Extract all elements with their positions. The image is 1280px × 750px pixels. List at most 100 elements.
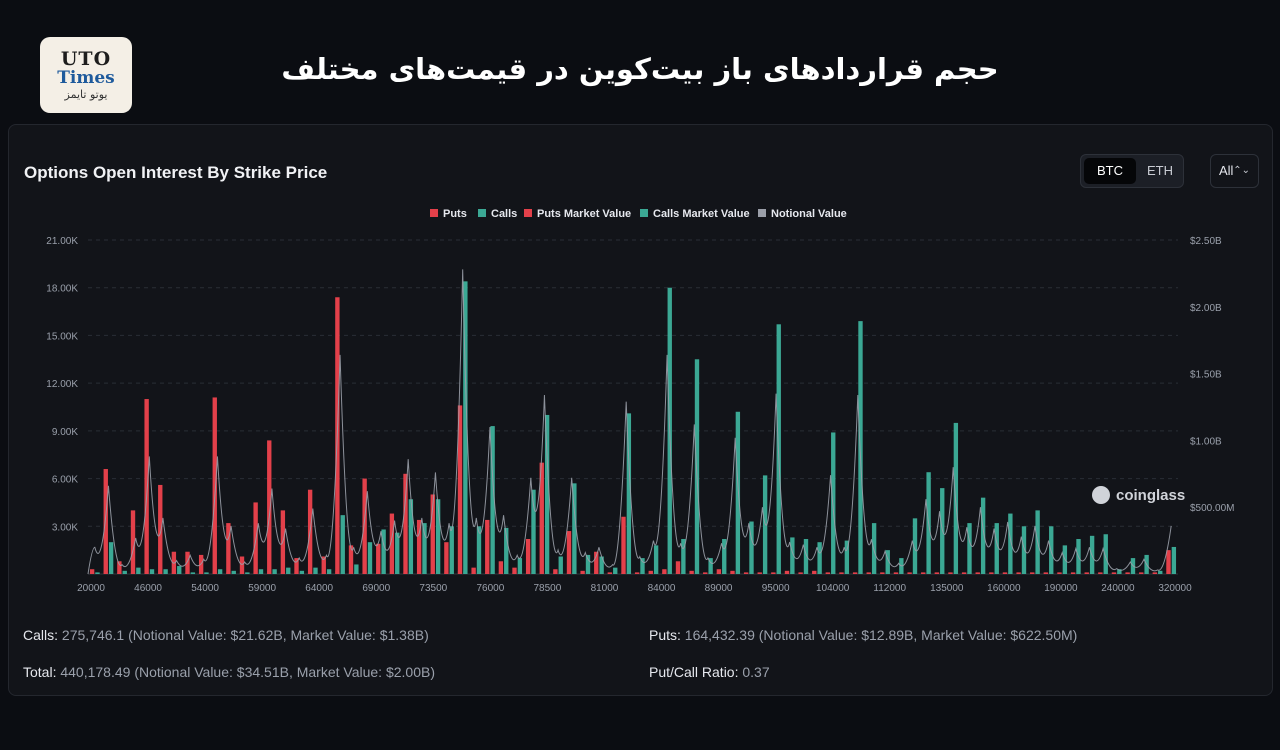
calls-market-value-bar [681, 572, 684, 574]
puts-market-value-bar [267, 570, 270, 574]
calls-bar [681, 539, 686, 574]
notional-value-line [87, 269, 1172, 575]
calls-bar [885, 550, 890, 574]
top-bar: UTO Times یوتو تایمز حجم قراردادهای باز … [0, 0, 1280, 118]
puts-bar [362, 478, 367, 574]
puts-bar [539, 462, 544, 574]
puts-market-value-bar [662, 572, 665, 574]
puts-bar [348, 545, 354, 574]
calls-bar [980, 497, 986, 574]
legend-swatch [640, 209, 648, 217]
calls-bar [422, 523, 427, 574]
puts-market-value-bar [961, 572, 965, 574]
calls-market-value-bar [653, 572, 657, 574]
puts-market-value-bar [376, 572, 379, 574]
puts-market-value-bar [1084, 572, 1088, 574]
puts-bar [403, 473, 408, 574]
legend-label: Notional Value [771, 208, 847, 220]
calls-bar [1171, 546, 1177, 574]
calls-bar [408, 499, 414, 574]
puts-market-value-bar [280, 572, 284, 574]
x-tick-label: 59000 [248, 583, 276, 594]
calls-market-value-bar [299, 572, 303, 574]
puts-bar [158, 484, 163, 574]
calls-market-value-bar [217, 572, 221, 574]
calls-market-value-bar [163, 572, 167, 574]
x-tick-label: 78500 [534, 583, 562, 594]
puts-market-value-bar [103, 570, 107, 574]
tab-eth[interactable]: ETH [1147, 163, 1173, 178]
puts-market-value-bar [1111, 572, 1115, 574]
puts-market-value-bar [675, 572, 679, 574]
expiry-select[interactable]: All ⌃⌄ [1210, 154, 1259, 188]
calls-market-value-bar [504, 572, 507, 574]
y-left-tick-label: 15.00K [46, 331, 78, 342]
calls-market-value-bar [1144, 572, 1148, 574]
calls-market-value-bar [694, 572, 698, 574]
tab-btc[interactable]: BTC [1084, 158, 1136, 184]
calls-market-value-bar [953, 572, 957, 574]
legend-label: Calls Market Value [653, 208, 750, 220]
puts-bar [471, 567, 476, 574]
puts-bar [389, 513, 395, 574]
calls-market-value-bar [463, 570, 466, 574]
puts-market-value-bar [934, 572, 938, 574]
puts-market-value-bar [335, 570, 338, 574]
calls-market-value-bar [640, 572, 643, 574]
calls-market-value-bar [136, 572, 139, 574]
puts-bar [485, 519, 490, 574]
calls-market-value-bar [1035, 572, 1039, 574]
chevron-updown-icon: ⌃⌄ [1233, 165, 1250, 176]
x-tick-label: 69000 [362, 583, 390, 594]
y-left-tick-label: 3.00K [52, 522, 78, 533]
calls-market-value-bar [1076, 572, 1079, 574]
calls-market-value-bar [245, 572, 248, 574]
puts-bar [376, 543, 381, 574]
calls-market-value-bar [531, 572, 534, 574]
calls-market-value-bar [122, 572, 126, 574]
calls-market-value-bar [313, 572, 316, 574]
calls-market-value-bar [599, 572, 603, 574]
calls-market-value-bar [1089, 572, 1093, 574]
calls-bar [967, 523, 972, 574]
calls-bar [831, 432, 836, 574]
calls-market-value-bar [722, 572, 725, 574]
calls-market-value-bar [831, 572, 834, 574]
puts-market-value-bar [321, 572, 325, 574]
calls-bar [435, 499, 441, 574]
calls-bar [149, 569, 155, 574]
puts-bar [512, 567, 517, 574]
puts-market-value-bar [457, 570, 461, 574]
puts-market-value-bar [580, 572, 584, 574]
calls-market-value-bar [490, 572, 494, 574]
legend-label: Calls [491, 208, 517, 220]
x-tick-label: 104000 [816, 583, 850, 594]
calls-market-value-bar [817, 572, 821, 574]
puts-market-value-bar [907, 572, 911, 574]
calls-market-value-bar [108, 572, 112, 574]
puts-bar [675, 561, 681, 574]
puts-market-value-bar [362, 572, 366, 574]
puts-bar [457, 405, 463, 574]
puts-market-value-bar [771, 572, 774, 574]
puts-bar [103, 469, 108, 574]
asset-toggle: BTC ETH [1080, 154, 1184, 188]
uto-times-logo: UTO Times یوتو تایمز [40, 37, 132, 113]
puts-market-value-bar [839, 572, 842, 574]
calls-bar [994, 523, 999, 574]
puts-market-value-bar [471, 572, 475, 574]
calls-bar [790, 537, 795, 574]
y-left-tick-label: 18.00K [46, 284, 78, 295]
puts-market-value-bar [416, 572, 420, 574]
calls-market-value-bar [708, 572, 712, 574]
calls-market-value-bar [899, 572, 902, 574]
x-tick-label: 190000 [1044, 583, 1078, 594]
calls-bar [340, 515, 345, 574]
legend-swatch [524, 209, 532, 217]
calls-market-value-bar [885, 572, 889, 574]
puts-market-value-bar [975, 572, 979, 574]
calls-market-value-bar [395, 572, 398, 574]
puts-market-value-bar [389, 572, 393, 574]
puts-market-value-bar [1098, 572, 1101, 574]
calls-market-value-bar [940, 572, 943, 574]
